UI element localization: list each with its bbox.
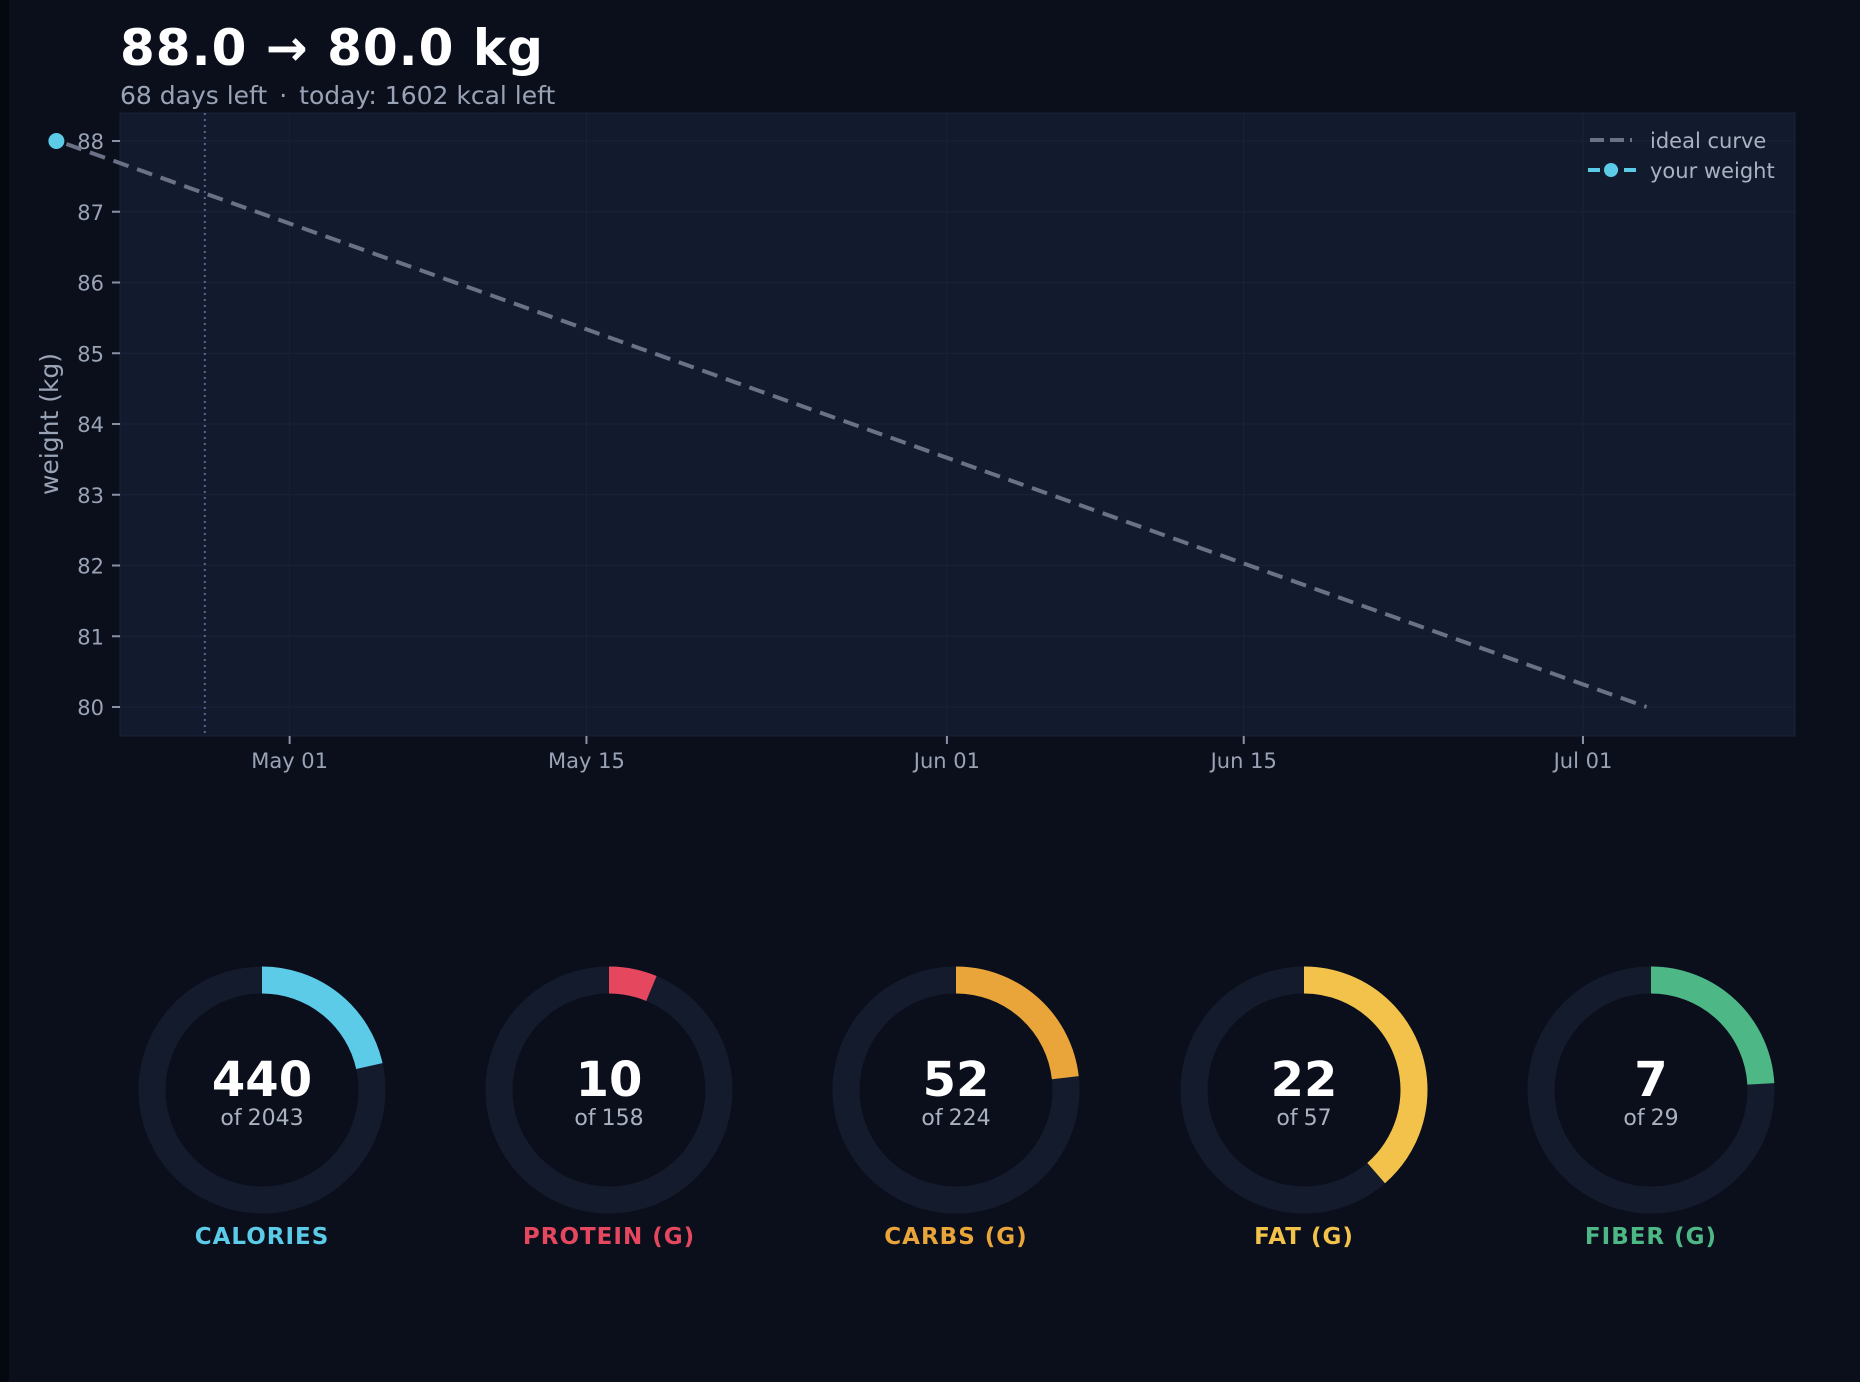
ring-fat-target-value: 57 [1303, 1106, 1332, 1131]
series-your-weight [48, 133, 65, 149]
ring-carbs-gauge [832, 966, 1080, 1214]
ring-calories: 440 of 2043 CALORIES [132, 960, 392, 1260]
y-axis: 80 81 82 83 84 85 86 87 88 [77, 130, 120, 720]
x-tick-label: Jun 15 [1209, 749, 1277, 773]
today-kcal-text: today: 1602 kcal left [299, 81, 556, 110]
y-tick-label: 86 [77, 272, 104, 296]
ring-fiber-target: of 29 [1521, 1106, 1781, 1131]
goal-title: 88.0 → 80.0 kg [120, 19, 544, 77]
window-edge [0, 0, 9, 1382]
ring-protein-target: of 158 [479, 1106, 739, 1131]
ring-carbs-value: 52 [922, 1052, 990, 1108]
ring-carbs-target-value: 224 [948, 1106, 991, 1131]
legend-ideal-label: ideal curve [1650, 129, 1766, 153]
weight-chart: 80 81 82 83 84 85 86 87 88 May 01 May 15 Jun 01 Jun… [35, 112, 1796, 773]
ring-fat-gauge [1180, 966, 1428, 1214]
chart-legend: ideal curve your weight [1588, 129, 1775, 183]
ring-calories-gauge [138, 966, 386, 1214]
y-tick-label: 81 [77, 625, 104, 649]
ring-fat-label: FAT (G) [1254, 1224, 1354, 1250]
y-tick-label: 87 [77, 201, 104, 225]
ring-carbs: 52 of 224 CARBS (G) [826, 960, 1086, 1260]
ring-fat-of: of [1276, 1106, 1298, 1131]
x-axis: May 01 May 15 Jun 01 Jun 15 Jul 01 [251, 736, 1612, 773]
ring-calories-target: of 2043 [132, 1106, 392, 1131]
ring-fat-value: 22 [1270, 1052, 1338, 1108]
macro-rings: 440 of 2043 CALORIES 10 of 158 PROTEIN (G)… [0, 960, 1860, 1280]
ring-progress-arc [1527, 966, 1775, 1214]
ring-carbs-target: of 224 [826, 1106, 1086, 1131]
weight-data-point [48, 133, 65, 149]
y-tick-label: 88 [77, 130, 104, 154]
y-tick-label: 85 [77, 342, 104, 366]
ring-calories-label: CALORIES [194, 1224, 330, 1250]
days-left-text: 68 days left [120, 81, 268, 110]
y-tick-label: 80 [77, 696, 104, 720]
series-ideal-curve [65, 142, 1648, 709]
ring-progress-arc [485, 966, 733, 1214]
ring-protein-value: 10 [575, 1052, 643, 1108]
ring-fiber-target-value: 29 [1650, 1106, 1679, 1131]
ring-fat: 22 of 57 FAT (G) [1174, 960, 1434, 1260]
x-tick-label: Jul 01 [1552, 749, 1613, 773]
ring-fiber-of: of [1623, 1106, 1645, 1131]
ring-fiber-value: 7 [1634, 1052, 1668, 1108]
ring-progress-arc [1180, 966, 1428, 1214]
ring-fat-target: of 57 [1174, 1106, 1434, 1131]
ring-fiber-label: FIBER (G) [1584, 1224, 1718, 1250]
ring-progress-arc [832, 966, 1080, 1214]
ring-carbs-label: CARBS (G) [884, 1224, 1028, 1250]
legend-weight-marker [1604, 163, 1618, 177]
ring-calories-of: of [220, 1106, 242, 1131]
ring-progress-arc [138, 966, 386, 1214]
y-tick-label: 84 [77, 413, 104, 437]
ring-protein-gauge [485, 966, 733, 1214]
x-tick-label: Jun 01 [912, 749, 980, 773]
ring-fiber: 7 of 29 FIBER (G) [1521, 960, 1781, 1260]
subtitle-separator: · [279, 81, 288, 110]
ring-calories-value: 440 [211, 1052, 313, 1108]
ring-carbs-of: of [921, 1106, 943, 1131]
gridlines [120, 113, 1795, 736]
x-tick-label: May 15 [548, 749, 625, 773]
legend-weight-label: your weight [1650, 159, 1775, 183]
y-axis-label: weight (kg) [35, 353, 64, 495]
y-tick-label: 83 [77, 484, 104, 508]
ring-protein: 10 of 158 PROTEIN (G) [479, 960, 739, 1260]
ring-protein-target-value: 158 [601, 1106, 644, 1131]
y-tick-label: 82 [77, 555, 104, 579]
ring-fiber-gauge [1527, 966, 1775, 1214]
x-tick-label: May 01 [251, 749, 328, 773]
goal-header: 88.0 → 80.0 kg 68 days left · today: 1602 … [120, 18, 555, 111]
ring-protein-label: PROTEIN (G) [522, 1224, 696, 1250]
ring-protein-of: of [574, 1106, 596, 1131]
ring-calories-target-value: 2043 [247, 1106, 304, 1131]
goal-subtitle: 68 days left · today: 1602 kcal left [120, 81, 555, 111]
